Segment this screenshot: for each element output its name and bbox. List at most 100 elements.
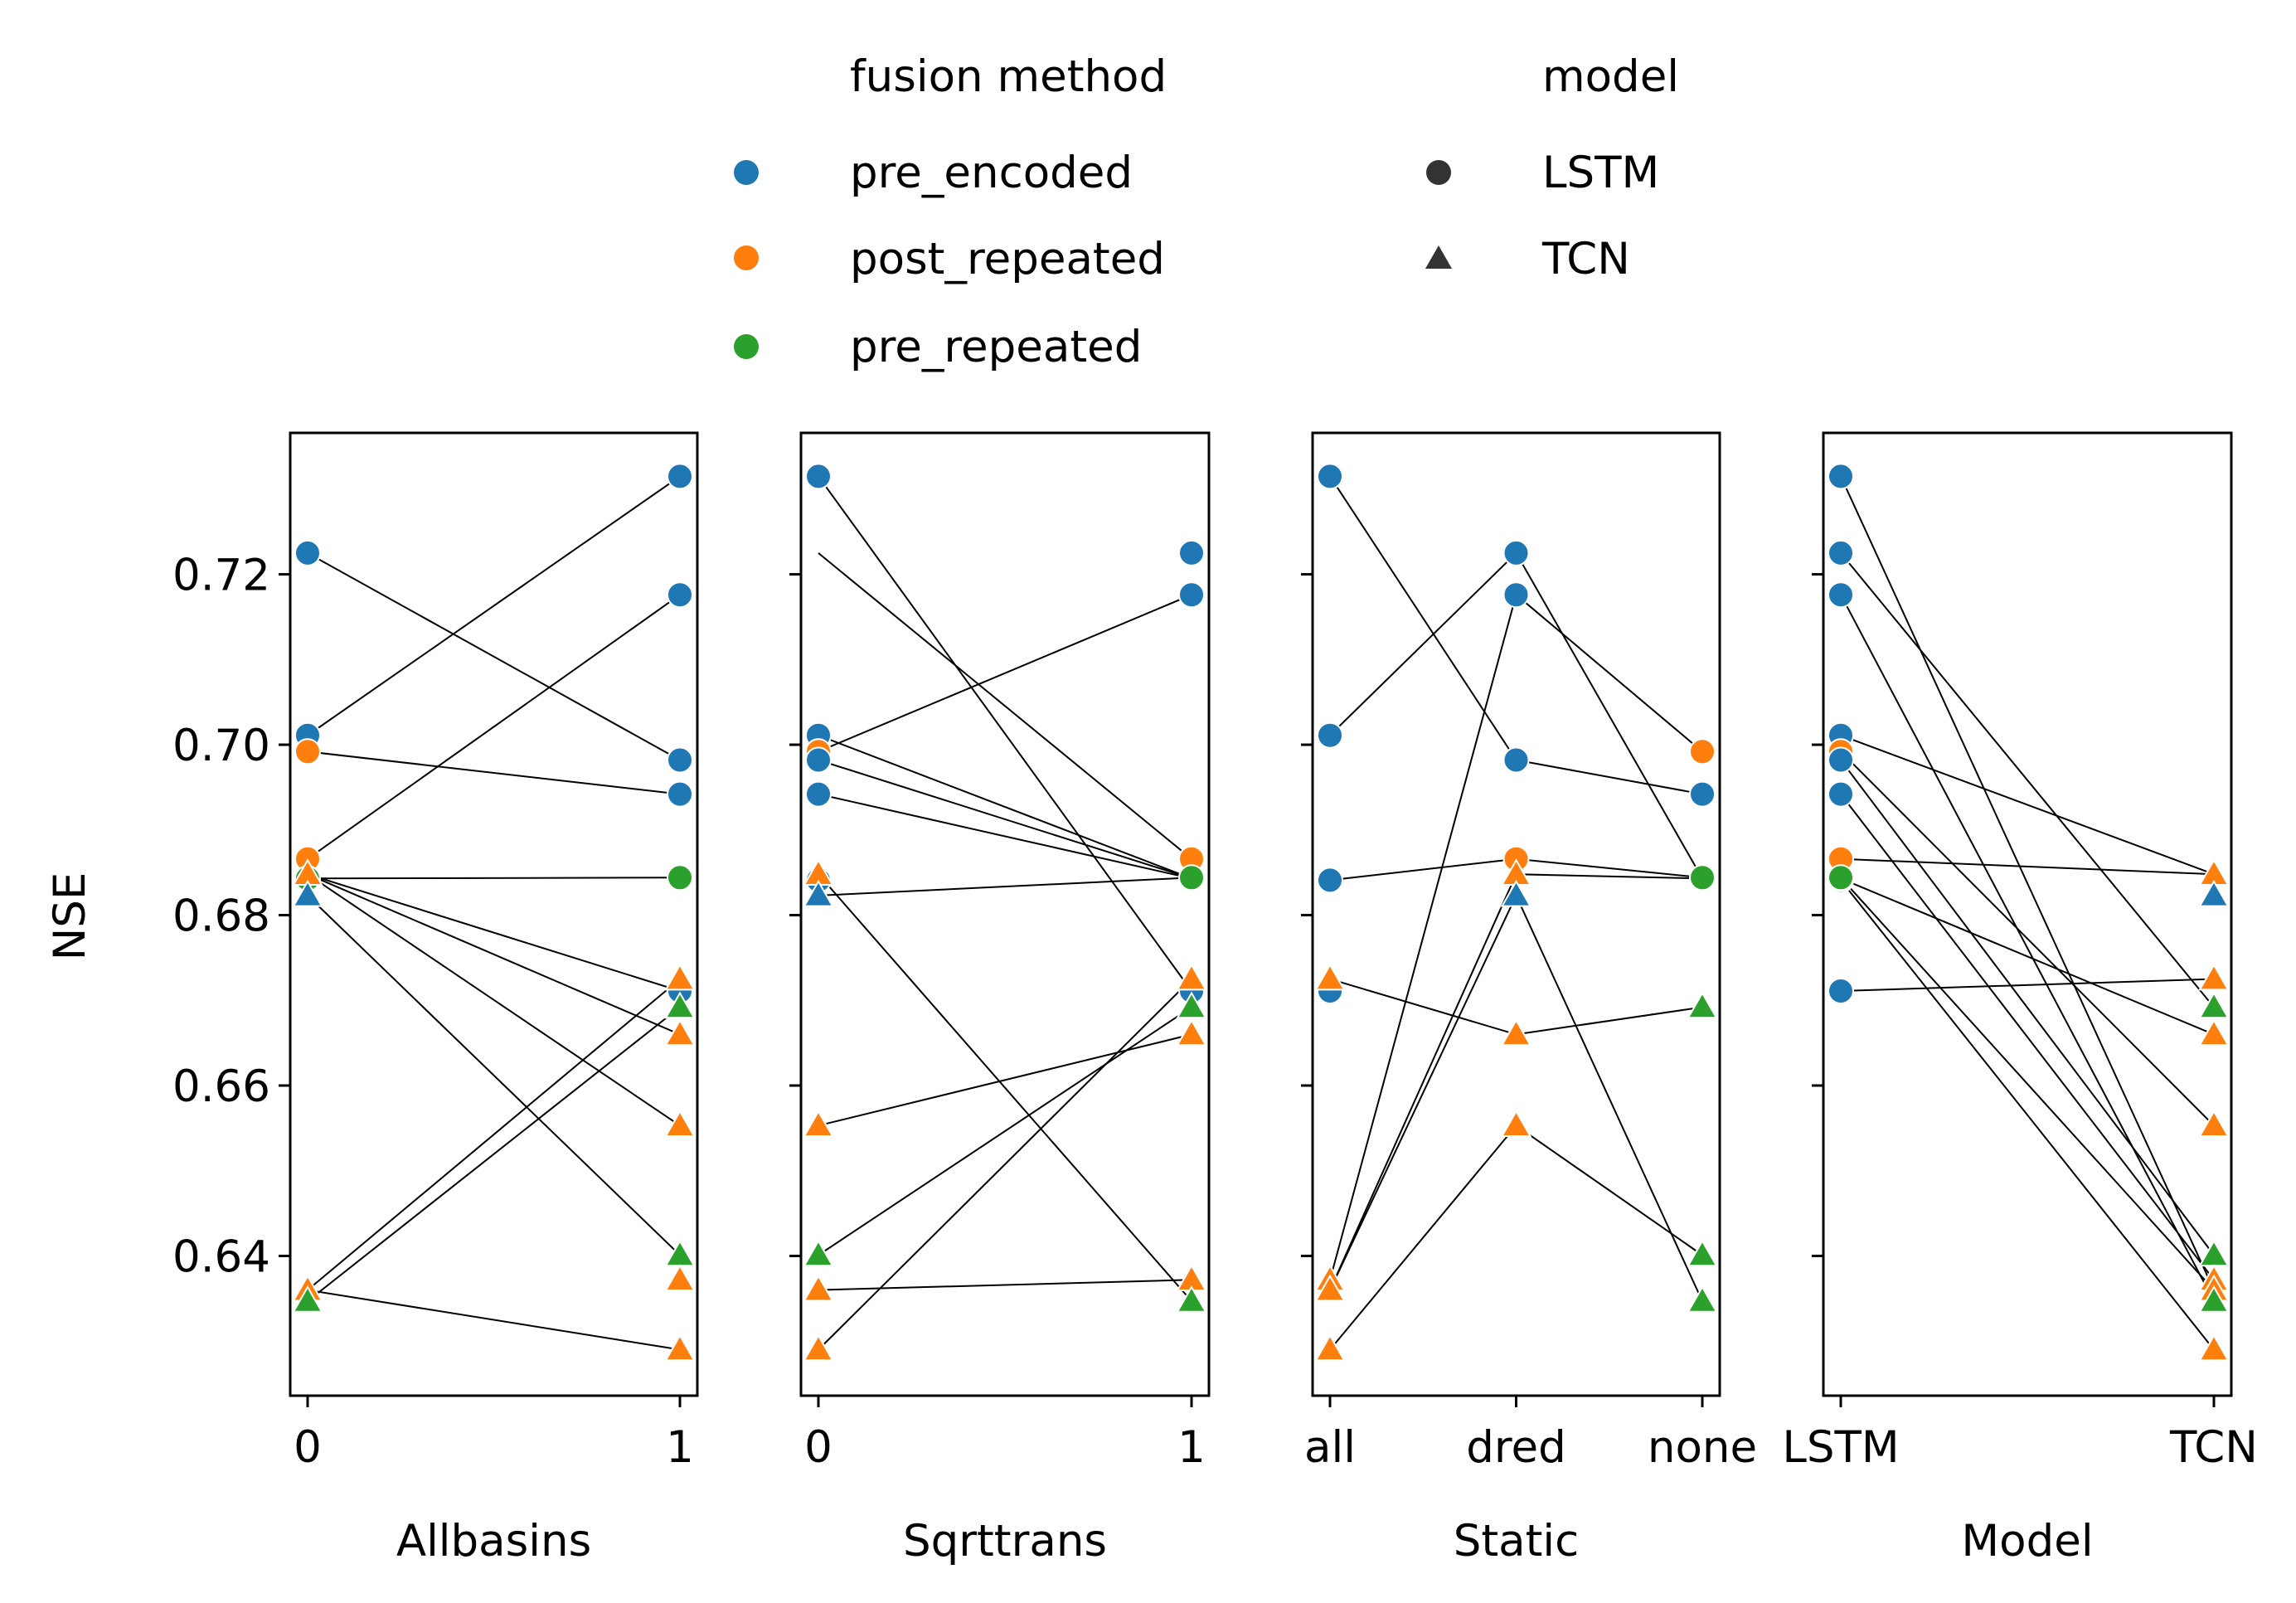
x-axis-label-sqrttrans: Sqrttrans <box>903 1516 1107 1567</box>
data-point-post-repeated-tcn <box>1176 1018 1207 1047</box>
pair-line <box>307 1289 681 1351</box>
panel-allbasins: 0.64 0.66 0.68 0.70 0.72 0 1 Allbasins <box>172 431 699 1567</box>
data-point-post-repeated-tcn <box>664 963 696 991</box>
pair-line <box>307 594 681 860</box>
data-point-pre-repeated-tcn <box>803 1239 834 1267</box>
data-point-post-repeated-tcn <box>1314 1333 1346 1362</box>
pair-line <box>307 873 681 1127</box>
data-point-pre-encoded-tcn <box>2198 879 2230 907</box>
x-tick-label: all <box>1304 1422 1356 1473</box>
data-point-post-repeated-tcn <box>1176 963 1207 991</box>
data-point-post-repeated-tcn <box>803 1110 834 1138</box>
data-point-pre-repeated-lstm <box>1178 864 1205 891</box>
data-point-post-repeated-tcn <box>2198 1333 2230 1362</box>
data-point-post-repeated-lstm <box>1689 738 1716 765</box>
data-point-pre-repeated-lstm <box>667 864 693 891</box>
axes-frame <box>799 431 1211 1397</box>
pair-line <box>818 475 1192 992</box>
pair-line <box>818 594 1192 753</box>
pair-line <box>1840 793 2215 1280</box>
pair-line <box>818 978 1192 1351</box>
data-point-pre-repeated-tcn <box>2198 991 2230 1019</box>
panel-sqrttrans: 0 1 Sqrttrans <box>789 431 1211 1567</box>
data-point-pre-encoded-lstm <box>1828 539 1854 566</box>
pair-line <box>307 873 681 1036</box>
pair-line <box>1840 734 2215 876</box>
y-tick-label: 0.68 <box>172 891 270 942</box>
x-tick-label: dred <box>1466 1422 1566 1473</box>
x-tick-label: TCN <box>2169 1422 2258 1473</box>
legend-label-tcn: TCN <box>1541 234 1630 284</box>
pair-line <box>1840 877 2215 1291</box>
pair-line <box>818 1033 1192 1127</box>
data-point-pre-repeated-tcn <box>292 1285 323 1313</box>
legend-label-post-repeated: post_repeated <box>850 234 1165 284</box>
data-point-pre-encoded-lstm <box>1178 581 1205 609</box>
legend-marker-pre-encoded <box>734 160 759 185</box>
data-point-pre-encoded-lstm <box>1317 721 1343 749</box>
data-point-pre-repeated-tcn <box>1687 1239 1718 1267</box>
data-point-post-repeated-tcn <box>664 1018 696 1047</box>
data-point-post-repeated-lstm <box>294 738 321 765</box>
axes-frame <box>1311 431 1721 1397</box>
x-tick-label: 0 <box>294 1422 322 1473</box>
data-point-post-repeated-tcn <box>664 1110 696 1138</box>
x-tick-label: 0 <box>804 1422 832 1473</box>
data-point-pre-encoded-tcn <box>1500 879 1532 907</box>
pair-line <box>818 877 1192 896</box>
data-point-pre-encoded-tcn <box>803 879 834 907</box>
pair-line <box>1840 978 2215 992</box>
pair-line <box>307 1006 681 1302</box>
pair-line <box>307 750 681 795</box>
data-point-pre-encoded-lstm <box>1828 463 1854 490</box>
x-axis-label-allbasins: Allbasins <box>396 1516 591 1567</box>
data-point-post-repeated-tcn <box>803 1333 834 1362</box>
axes-frame <box>289 431 699 1397</box>
pair-line <box>818 873 1192 1302</box>
data-point-pre-repeated-tcn <box>1176 1285 1207 1313</box>
data-point-pre-encoded-lstm <box>1502 581 1530 609</box>
data-point-pre-encoded-tcn <box>292 879 323 907</box>
data-point-pre-encoded-lstm <box>294 539 321 566</box>
data-point-pre-encoded-lstm <box>1828 780 1854 808</box>
data-point-pre-encoded-lstm <box>1502 746 1530 774</box>
pair-line <box>307 873 681 992</box>
data-point-pre-repeated-tcn <box>2198 1285 2230 1313</box>
pair-line <box>307 552 681 761</box>
data-point-pre-encoded-lstm <box>1828 581 1854 609</box>
data-point-pre-encoded-lstm <box>1828 978 1854 1004</box>
data-point-pre-encoded-lstm <box>667 581 693 609</box>
x-axis-label-model: Model <box>1961 1516 2093 1567</box>
data-point-pre-encoded-lstm <box>1828 746 1854 774</box>
data-point-pre-encoded-lstm <box>1317 867 1343 894</box>
pair-line <box>1840 879 2215 1351</box>
data-point-pre-encoded-lstm <box>667 463 693 490</box>
data-point-post-repeated-tcn <box>1500 1018 1532 1047</box>
legend-marker-tcn <box>1425 245 1452 269</box>
pair-line <box>818 793 1192 880</box>
x-tick-label: none <box>1648 1422 1757 1473</box>
data-point-pre-encoded-lstm <box>1178 539 1205 566</box>
legend-title-fusion-method: fusion method <box>850 51 1167 102</box>
data-point-pre-encoded-lstm <box>805 746 832 774</box>
x-axis-label-static: Static <box>1454 1516 1580 1567</box>
pair-line <box>1840 759 2215 1256</box>
x-tick-label: 1 <box>666 1422 694 1473</box>
panel-static: all dred none Static <box>1301 431 1757 1567</box>
data-point-pre-repeated-tcn <box>1687 1285 1718 1313</box>
panel-model: LSTM TCN Model <box>1782 431 2258 1567</box>
legend-title-model: model <box>1542 51 1679 102</box>
data-point-pre-encoded-lstm <box>1689 780 1716 808</box>
pair-line <box>1840 750 2215 1127</box>
data-point-post-repeated-tcn <box>1314 963 1346 991</box>
data-point-post-repeated-tcn <box>1500 1110 1532 1138</box>
pair-line <box>307 877 681 880</box>
data-point-pre-encoded-lstm <box>805 463 832 490</box>
y-axis-label: NSE <box>45 872 95 961</box>
pair-line <box>1840 552 2215 1008</box>
data-point-post-repeated-tcn <box>1314 1274 1346 1302</box>
legend-label-pre-repeated: pre_repeated <box>850 322 1142 372</box>
data-point-pre-repeated-lstm <box>1828 864 1854 891</box>
